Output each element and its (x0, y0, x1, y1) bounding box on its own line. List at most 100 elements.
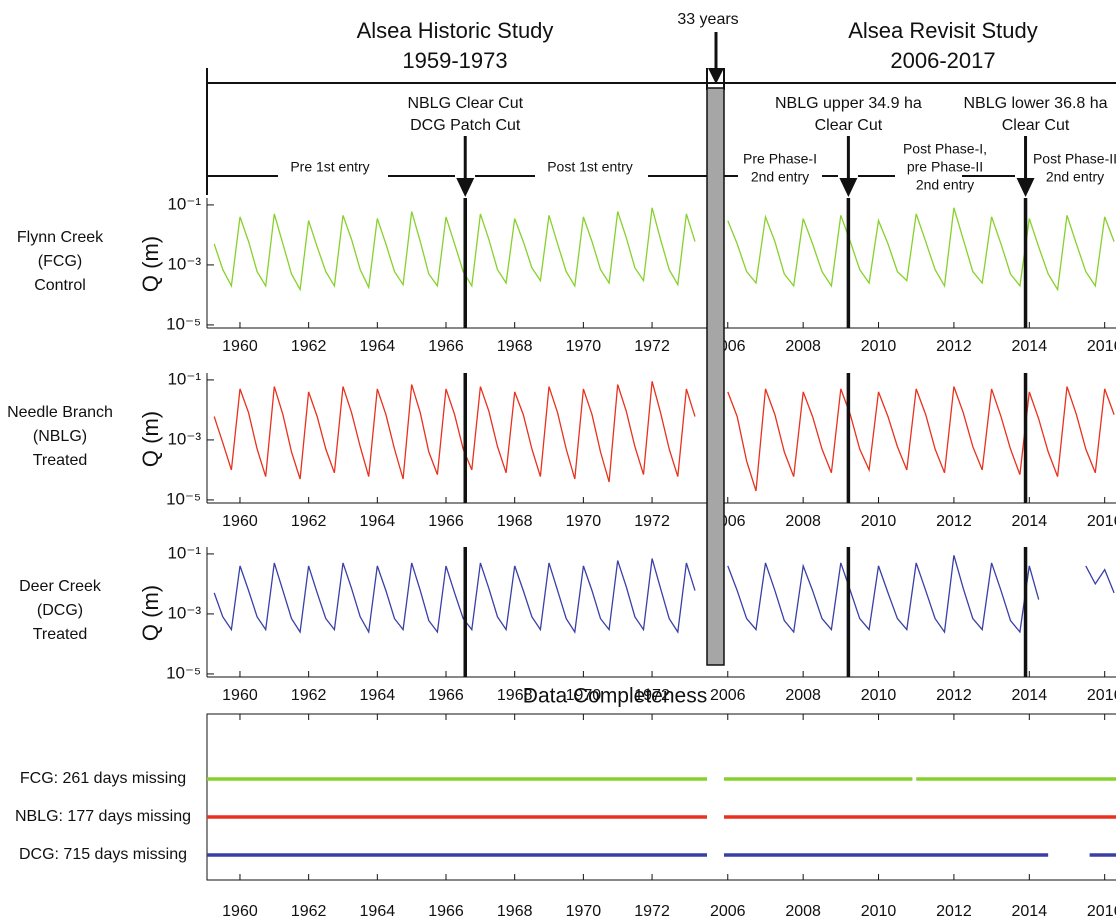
y-tick-label: 10⁻¹ (167, 543, 201, 562)
x-tick-label: 2010 (861, 687, 897, 704)
x-tick-label: 1970 (566, 338, 602, 355)
phase-label: 2nd entry (751, 169, 809, 185)
x-tick-label: 1972 (634, 338, 670, 355)
phase-label: Post Phase-I, (903, 141, 987, 157)
flow-line (1085, 565, 1115, 594)
flow-line (727, 207, 1115, 292)
x-tick-label: 2006 (710, 903, 746, 920)
phase-label: Post Phase-II (1033, 151, 1116, 167)
event-label: NBLG Clear Cut (407, 95, 523, 112)
phase-label: pre Phase-II (907, 159, 983, 175)
x-tick-label: 1970 (566, 687, 602, 704)
x-tick-label: 1972 (634, 687, 670, 704)
series-label: Needle Branch (7, 404, 113, 421)
x-tick-label: 2010 (861, 338, 897, 355)
y-axis-label: Q (m) (138, 411, 163, 467)
x-tick-label: 2014 (1012, 903, 1048, 920)
x-tick-label: 2016 (1087, 687, 1116, 704)
x-tick-label: 2010 (861, 513, 897, 530)
y-tick-label: 10⁻¹ (167, 369, 201, 388)
x-tick-label: 2008 (785, 338, 821, 355)
phase-label: 2nd entry (1046, 169, 1104, 185)
event-label: NBLG lower 36.8 ha (963, 95, 1107, 112)
x-tick-label: 1966 (428, 687, 464, 704)
gap-arrowhead (708, 68, 724, 84)
x-tick-label: 1962 (291, 903, 327, 920)
gap-label: 33 years (677, 11, 738, 28)
x-tick-label: 1972 (634, 513, 670, 530)
flow-line (727, 555, 1040, 634)
y-tick-label: 10⁻⁵ (166, 314, 201, 333)
x-tick-label: 1964 (360, 687, 396, 704)
flow-line (727, 386, 1115, 492)
x-tick-label: 2014 (1012, 687, 1048, 704)
x-tick-label: 1966 (428, 513, 464, 530)
completeness-frame (206, 713, 1116, 881)
x-tick-label: 1970 (566, 513, 602, 530)
completeness-label: NBLG: 177 days missing (15, 808, 191, 825)
series-label: Deer Creek (19, 578, 102, 595)
x-tick-label: 2012 (936, 903, 972, 920)
y-tick-label: 10⁻⁵ (166, 489, 201, 508)
event-arrowhead (456, 178, 475, 197)
x-tick-label: 1964 (360, 513, 396, 530)
x-tick-label: 2008 (785, 687, 821, 704)
x-tick-label: 1966 (428, 903, 464, 920)
x-tick-label: 2008 (785, 513, 821, 530)
x-tick-label: 1960 (222, 513, 258, 530)
completeness-title: Data Completeness (523, 685, 707, 708)
study-years: 1959-1973 (402, 48, 507, 73)
phase-label: Pre 1st entry (290, 159, 369, 175)
x-tick-label: 2008 (785, 903, 821, 920)
study-years: 2006-2017 (890, 48, 995, 73)
x-tick-label: 1968 (497, 513, 533, 530)
x-tick-label: 2012 (936, 687, 972, 704)
study-title: Alsea Revisit Study (848, 18, 1038, 43)
x-tick-label: 1960 (222, 903, 258, 920)
x-tick-label: 1970 (566, 903, 602, 920)
y-axis-label: Q (m) (138, 236, 163, 292)
event-arrowhead (1016, 178, 1035, 197)
x-tick-label: 1972 (634, 903, 670, 920)
study-title: Alsea Historic Study (357, 18, 554, 43)
x-tick-label: 1960 (222, 338, 258, 355)
event-label: NBLG upper 34.9 ha (775, 95, 922, 112)
x-tick-label: 1960 (222, 687, 258, 704)
x-tick-label: 2014 (1012, 513, 1048, 530)
y-axis-label: Q (m) (138, 585, 163, 641)
x-tick-label: 2012 (936, 338, 972, 355)
flow-line (213, 558, 696, 635)
y-tick-label: 10⁻³ (167, 254, 201, 273)
x-tick-label: 2016 (1087, 903, 1116, 920)
series-label: (FCG) (38, 253, 82, 270)
series-label: Flynn Creek (17, 229, 104, 246)
timeline-frame (206, 32, 1116, 195)
phase-label: Post 1st entry (547, 159, 633, 175)
x-tick-label: 2010 (861, 903, 897, 920)
series-label: Control (34, 277, 86, 294)
x-tick-label: 2016 (1087, 513, 1116, 530)
flow-line (213, 381, 696, 483)
x-tick-label: 1968 (497, 338, 533, 355)
y-tick-label: 10⁻⁵ (166, 663, 201, 682)
x-tick-label: 2014 (1012, 338, 1048, 355)
x-tick-label: 1968 (497, 903, 533, 920)
series-label: (DCG) (37, 602, 83, 619)
event-label: DCG Patch Cut (410, 117, 521, 134)
completeness-label: FCG: 261 days missing (20, 770, 186, 787)
phase-label: 2nd entry (916, 177, 974, 193)
x-tick-label: 1964 (360, 338, 396, 355)
series-label: Treated (33, 626, 88, 643)
x-tick-label: 1962 (291, 513, 327, 530)
x-tick-label: 1964 (360, 903, 396, 920)
series-label: Treated (33, 452, 88, 469)
x-tick-label: 1968 (497, 687, 533, 704)
flow-line (213, 207, 696, 292)
series-label: (NBLG) (33, 428, 87, 445)
x-tick-label: 1966 (428, 338, 464, 355)
event-arrowhead (839, 178, 858, 197)
break-bar (706, 87, 725, 666)
x-tick-label: 2012 (936, 513, 972, 530)
